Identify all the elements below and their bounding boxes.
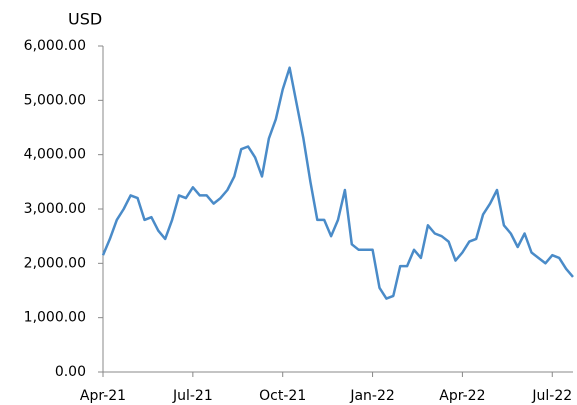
x-tick-label: Jan-22 xyxy=(349,388,394,404)
x-tick-label: Oct-21 xyxy=(259,388,306,404)
x-tick-label: Apr-22 xyxy=(439,388,485,404)
y-tick-label: 6,000.00 xyxy=(24,38,86,54)
x-tick-label: Jul-22 xyxy=(531,388,572,404)
x-tick-label: Apr-21 xyxy=(80,388,126,404)
x-tick-label: Jul-21 xyxy=(172,388,213,404)
y-axis-title: USD xyxy=(68,10,102,29)
y-tick-label: 4,000.00 xyxy=(24,147,86,163)
line xyxy=(101,66,574,300)
y-tick-label: 0.00 xyxy=(55,364,86,380)
y-tick-label: 3,000.00 xyxy=(24,201,86,217)
y-tick-label: 2,000.00 xyxy=(24,255,86,271)
y-tick-label: 5,000.00 xyxy=(24,92,86,108)
y-tick-label: 1,000.00 xyxy=(24,310,86,326)
